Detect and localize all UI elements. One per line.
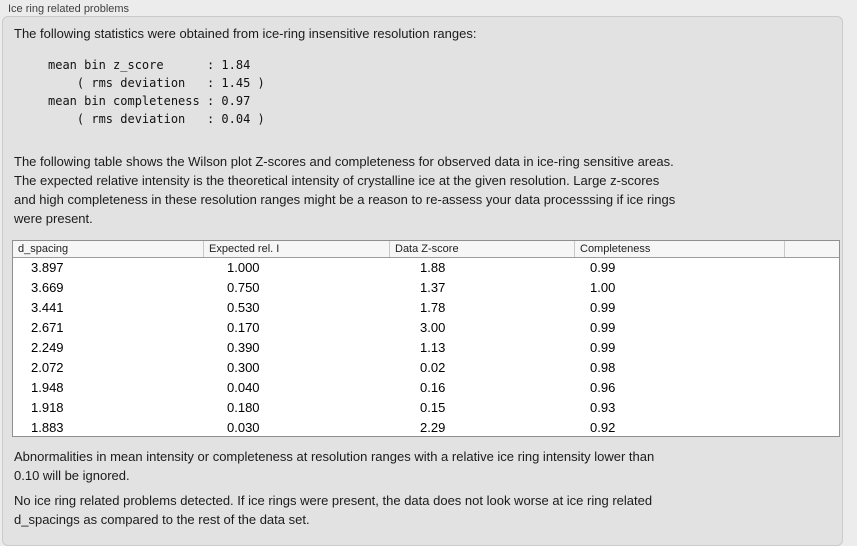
table-cell: 0.92 bbox=[590, 420, 616, 435]
table-cell: 0.300 bbox=[227, 360, 260, 375]
table-cell: 2.072 bbox=[31, 360, 64, 375]
table-cell: 0.96 bbox=[590, 380, 616, 395]
table-header: d_spacing Expected rel. I Data Z-score Comp… bbox=[13, 241, 839, 258]
table-cell: 1.948 bbox=[31, 380, 64, 395]
table-cell: 0.170 bbox=[227, 320, 260, 335]
table-cell: 0.99 bbox=[590, 300, 616, 315]
table-cell: 0.99 bbox=[590, 340, 616, 355]
table-cell: 0.02 bbox=[420, 360, 446, 375]
table-cell: 1.000 bbox=[227, 260, 260, 275]
table-cell: 0.98 bbox=[590, 360, 616, 375]
table-row[interactable]: 3.669 0.750 1.37 1.00 bbox=[13, 278, 839, 298]
ice-ring-groupbox: The following statistics were obtained f… bbox=[2, 16, 843, 546]
table-cell: 0.180 bbox=[227, 400, 260, 415]
table-cell: 1.883 bbox=[31, 420, 64, 435]
table-cell: 1.00 bbox=[590, 280, 616, 295]
table-cell: 0.99 bbox=[590, 260, 616, 275]
table-row[interactable]: 3.897 1.000 1.88 0.99 bbox=[13, 258, 839, 278]
table-cell: 0.040 bbox=[227, 380, 260, 395]
table-cell: 3.00 bbox=[420, 320, 446, 335]
table-cell: 2.249 bbox=[31, 340, 64, 355]
table-row[interactable]: 1.918 0.180 0.15 0.93 bbox=[13, 398, 839, 418]
table-cell: 0.99 bbox=[590, 320, 616, 335]
table-cell: 2.671 bbox=[31, 320, 64, 335]
table-cell: 1.78 bbox=[420, 300, 446, 315]
column-header-data-z-score[interactable]: Data Z-score bbox=[389, 241, 574, 257]
table-cell: 1.88 bbox=[420, 260, 446, 275]
table-row[interactable]: 2.249 0.390 1.13 0.99 bbox=[13, 338, 839, 358]
table-cell: 1.13 bbox=[420, 340, 446, 355]
table-cell: 0.030 bbox=[227, 420, 260, 435]
table-body: 3.897 1.000 1.88 0.99 3.669 0.750 1.37 1.00 3.44… bbox=[13, 258, 839, 438]
column-header-expected-rel-i[interactable]: Expected rel. I bbox=[203, 241, 389, 257]
column-header-spacer[interactable] bbox=[784, 241, 839, 257]
table-cell: 3.441 bbox=[31, 300, 64, 315]
column-header-d-spacing[interactable]: d_spacing bbox=[18, 243, 69, 255]
stats-block: mean bin z_score : 1.84 ( rms deviation … bbox=[48, 58, 265, 126]
table-cell: 2.29 bbox=[420, 420, 446, 435]
table-row[interactable]: 2.072 0.300 0.02 0.98 bbox=[13, 358, 839, 378]
panel-title: Ice ring related problems bbox=[8, 3, 130, 15]
table-row[interactable]: 1.948 0.040 0.16 0.96 bbox=[13, 378, 839, 398]
column-header-completeness[interactable]: Completeness bbox=[574, 241, 784, 257]
table-row[interactable]: 1.883 0.030 2.29 0.92 bbox=[13, 418, 839, 438]
table-cell: 0.530 bbox=[227, 300, 260, 315]
table-cell: 1.918 bbox=[31, 400, 64, 415]
table-cell: 3.897 bbox=[31, 260, 64, 275]
table-row[interactable]: 2.671 0.170 3.00 0.99 bbox=[13, 318, 839, 338]
table-cell: 0.15 bbox=[420, 400, 446, 415]
table-cell: 1.37 bbox=[420, 280, 446, 295]
table-row[interactable]: 3.441 0.530 1.78 0.99 bbox=[13, 298, 839, 318]
table-cell: 0.750 bbox=[227, 280, 260, 295]
table-cell: 3.669 bbox=[31, 280, 64, 295]
intro-text: The following statistics were obtained f… bbox=[14, 26, 477, 41]
table-cell: 0.93 bbox=[590, 400, 616, 415]
table-cell: 0.390 bbox=[227, 340, 260, 355]
table-cell: 0.16 bbox=[420, 380, 446, 395]
ignore-threshold-note: Abnormalities in mean intensity or compl… bbox=[14, 449, 655, 483]
description-text: The following table shows the Wilson plo… bbox=[14, 154, 676, 226]
conclusion-note: No ice ring related problems detected. I… bbox=[14, 493, 653, 527]
ice-ring-table: d_spacing Expected rel. I Data Z-score Comp… bbox=[12, 240, 840, 437]
